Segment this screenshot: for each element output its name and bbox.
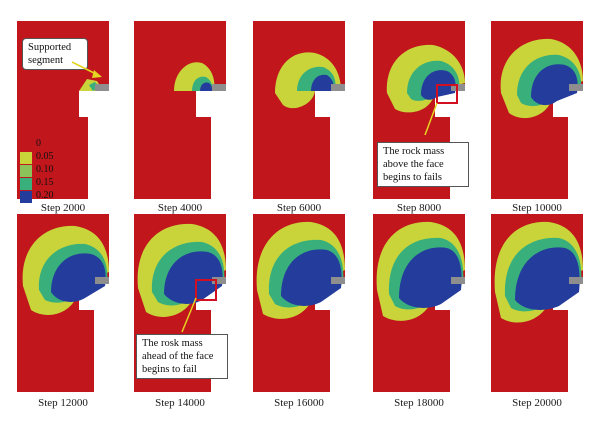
step-label-2000: Step 2000 — [40, 202, 86, 214]
legend-swatch-005 — [20, 152, 32, 164]
panel-step-10000 — [491, 21, 583, 199]
panel-step-16000 — [253, 214, 345, 392]
callout-rock-mass-above: The rock mass above the face begins to f… — [377, 142, 469, 187]
legend-item-020: 0.20 — [20, 190, 90, 203]
damage-map-step-20000 — [491, 214, 583, 392]
panel-step-12000 — [17, 214, 109, 392]
damage-map-step-4000 — [134, 21, 226, 199]
legend-label-005: 0.05 — [36, 151, 54, 162]
damage-legend: 0 0.05 0.10 0.15 0.20 — [20, 138, 90, 203]
legend-label-015: 0.15 — [36, 177, 54, 188]
step-label-20000: Step 20000 — [512, 397, 562, 409]
step-label-14000: Step 14000 — [155, 397, 205, 409]
panel-step-6000 — [253, 21, 345, 199]
legend-label-020: 0.20 — [36, 190, 54, 201]
legend-swatch-010 — [20, 165, 32, 177]
legend-item-015: 0.15 — [20, 177, 90, 190]
callout-arrow-supported — [71, 61, 102, 78]
damage-map-step-18000 — [373, 214, 465, 392]
panel-step-4000 — [134, 21, 226, 199]
legend-swatch-015 — [20, 178, 32, 190]
step-label-16000: Step 16000 — [274, 397, 324, 409]
damage-map-step-12000 — [17, 214, 109, 392]
step-label-12000: Step 12000 — [38, 397, 88, 409]
legend-item-005: 0.05 — [20, 151, 90, 164]
step-label-6000: Step 6000 — [276, 202, 322, 214]
damage-map-step-6000 — [253, 21, 345, 199]
panel-step-18000 — [373, 214, 465, 392]
step-label-18000: Step 18000 — [394, 397, 444, 409]
step-label-8000: Step 8000 — [396, 202, 442, 214]
legend-swatch-020 — [20, 191, 32, 203]
legend-label-010: 0.10 — [36, 164, 54, 175]
damage-map-step-16000 — [253, 214, 345, 392]
step-label-10000: Step 10000 — [512, 202, 562, 214]
panel-step-20000 — [491, 214, 583, 392]
callout-rosk-mass-ahead: The rosk mass ahead of the face begins t… — [136, 334, 228, 379]
legend-item-010: 0.10 — [20, 164, 90, 177]
legend-label-0: 0 — [36, 138, 41, 149]
legend-swatch-0 — [20, 139, 32, 151]
damage-map-step-10000 — [491, 21, 583, 199]
step-label-4000: Step 4000 — [157, 202, 203, 214]
legend-item-0: 0 — [20, 138, 90, 151]
